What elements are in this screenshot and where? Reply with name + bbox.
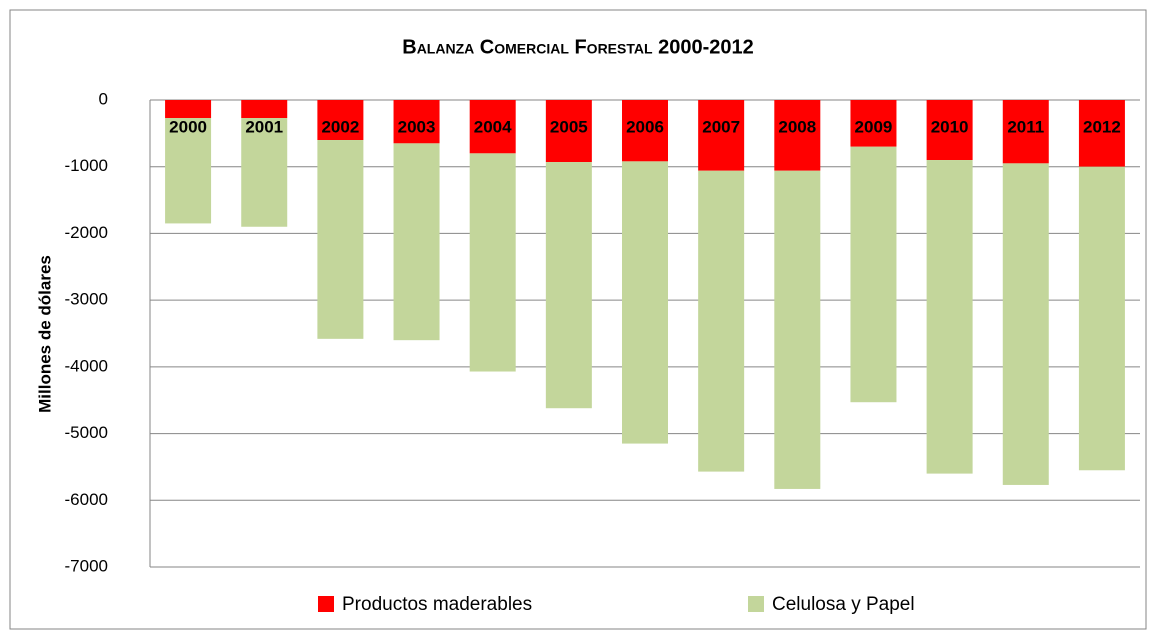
bar-segment: [850, 100, 897, 147]
y-axis-label: Millones de dólares: [35, 255, 54, 413]
bar-segment: [698, 170, 745, 472]
x-tick-label: 2003: [398, 117, 436, 136]
bar-segment: [545, 162, 592, 409]
bar-segment: [1078, 166, 1125, 471]
bar-segment: [1002, 100, 1049, 164]
bar-segment: [850, 146, 897, 403]
y-tick-label: -5000: [65, 423, 108, 442]
x-tick-label: 2010: [931, 117, 969, 136]
bar-segment: [774, 100, 821, 171]
bar-segment: [469, 100, 516, 154]
bar-segment: [926, 100, 973, 161]
legend-swatch: [318, 596, 334, 612]
bar-segment: [545, 100, 592, 163]
bar-segment: [1078, 100, 1125, 167]
x-tick-label: 2012: [1083, 117, 1121, 136]
bar-segment: [469, 153, 516, 372]
y-tick-label: -7000: [65, 556, 108, 575]
x-tick-label: 2000: [169, 117, 207, 136]
bar-segment: [1002, 163, 1049, 485]
x-tick-label: 2011: [1007, 117, 1044, 136]
x-tick-label: 2009: [855, 117, 893, 136]
x-tick-label: 2004: [474, 117, 512, 136]
y-tick-label: -6000: [65, 490, 108, 509]
y-tick-label: -1000: [65, 156, 108, 175]
legend-label: Celulosa y Papel: [772, 594, 915, 615]
bar-segment: [774, 170, 821, 489]
bar-segment: [622, 161, 668, 444]
bar-segment: [393, 143, 440, 341]
x-tick-label: 2008: [778, 117, 816, 136]
x-tick-label: 2001: [245, 117, 283, 136]
bar-segment: [926, 160, 973, 474]
bar-segment: [165, 118, 212, 224]
y-tick-label: -4000: [65, 356, 108, 375]
y-tick-label: -2000: [65, 223, 108, 242]
bar-segment: [241, 118, 288, 227]
bar-segment: [393, 100, 440, 144]
bar-segment: [698, 100, 745, 171]
bar-segment: [165, 100, 212, 119]
bar-segment: [622, 100, 668, 162]
bar-segment: [241, 100, 288, 119]
bar-segment: [317, 140, 364, 339]
legend-swatch: [748, 596, 764, 612]
x-tick-label: 2002: [321, 117, 359, 136]
chart-title: Balanza Comercial Forestal 2000-2012: [402, 36, 753, 58]
x-tick-label: 2007: [702, 117, 740, 136]
x-tick-label: 2005: [550, 117, 588, 136]
legend-label: Productos maderables: [342, 594, 532, 615]
x-tick-label: 2006: [626, 117, 664, 136]
y-tick-label: -3000: [65, 290, 108, 309]
bar-segment: [317, 100, 364, 141]
y-tick-label: 0: [99, 89, 108, 108]
